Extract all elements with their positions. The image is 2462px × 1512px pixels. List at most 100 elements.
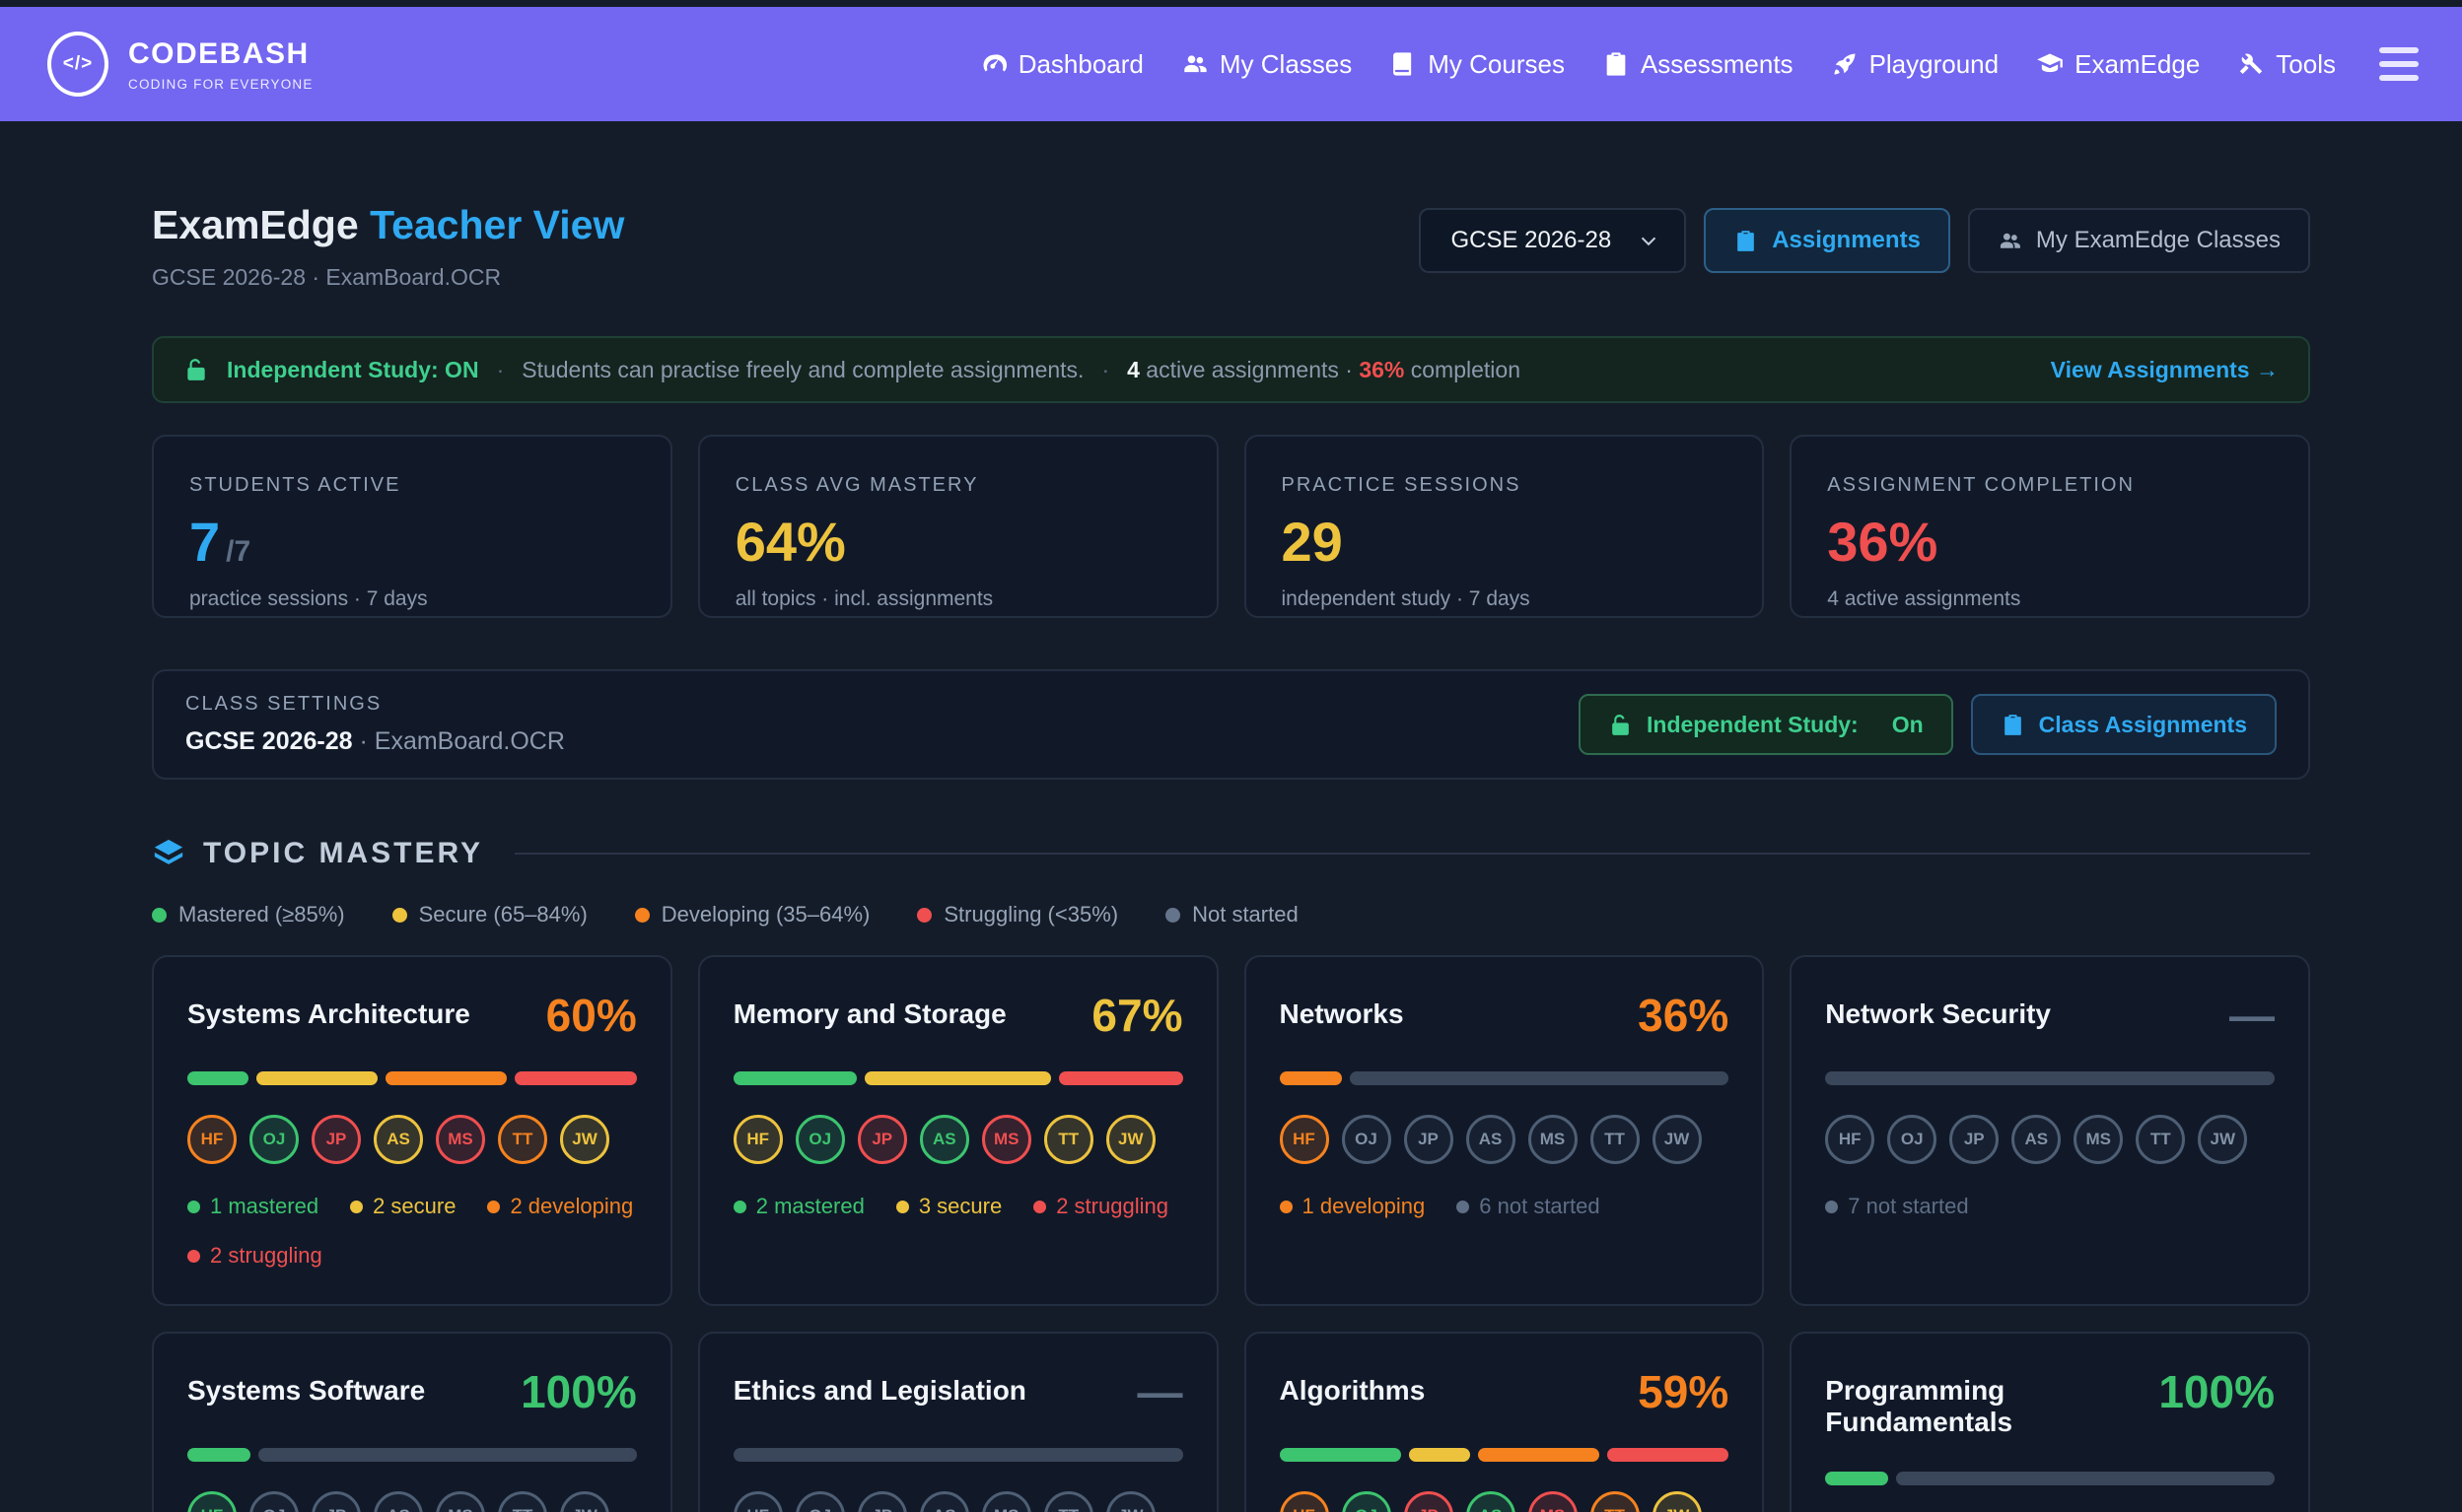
legend-dot xyxy=(1165,908,1180,923)
bar-segment-track xyxy=(1350,1071,1728,1085)
student-avatar-as[interactable]: AS xyxy=(374,1491,423,1512)
legend-dot xyxy=(917,908,932,923)
independent-study-toggle-button[interactable]: Independent Study: On xyxy=(1579,694,1953,755)
student-avatar-tt[interactable]: TT xyxy=(498,1115,547,1164)
student-avatar-tt[interactable]: TT xyxy=(2136,1115,2185,1164)
brand-logo[interactable]: </> CODEBASH CODING FOR EVERYONE xyxy=(47,32,314,97)
page-header: ExamEdge Teacher View GCSE 2026-28 · Exa… xyxy=(152,202,2310,291)
topic-stat-text: 2 developing xyxy=(510,1194,633,1219)
my-examedge-classes-button[interactable]: My ExamEdge Classes xyxy=(1968,208,2310,273)
code-logo-icon: </> xyxy=(47,32,108,97)
student-avatar-ms[interactable]: MS xyxy=(1528,1115,1578,1164)
student-avatar-oj[interactable]: OJ xyxy=(249,1491,299,1512)
topic-card-networks[interactable]: Networks 36% HFOJJPASMSTTJW 1 developing… xyxy=(1244,955,1765,1306)
student-avatar-ms[interactable]: MS xyxy=(982,1115,1031,1164)
student-avatar-as[interactable]: AS xyxy=(1466,1491,1515,1512)
student-avatar-oj[interactable]: OJ xyxy=(796,1115,845,1164)
student-avatar-jw[interactable]: JW xyxy=(560,1115,609,1164)
mastery-progress-bar xyxy=(1825,1472,2275,1485)
bar-segment-struggling xyxy=(1607,1448,1728,1462)
view-assignments-link[interactable]: View Assignments → xyxy=(2051,357,2279,383)
student-avatars: HFOJ JP AS MS TT JW xyxy=(187,1115,637,1164)
student-avatars: HF OJ JP AS MS TT JW xyxy=(187,1491,637,1512)
student-avatar-jw[interactable]: JW xyxy=(2198,1115,2247,1164)
topic-card-network-security[interactable]: Network Security — HFOJJPASMSTTJW 7 not … xyxy=(1790,955,2310,1306)
topic-name: Systems Software xyxy=(187,1369,425,1407)
student-avatar-oj[interactable]: OJ xyxy=(1887,1115,1936,1164)
student-avatar-tt[interactable]: TT xyxy=(1044,1115,1093,1164)
topic-card-systems-software[interactable]: Systems Software 100% HFOJJPASMSTTJW 1 m… xyxy=(152,1332,672,1512)
nav-item-playground[interactable]: Playground xyxy=(1831,49,2000,80)
bar-segment-mastered xyxy=(187,1448,250,1462)
student-avatar-ms[interactable]: MS xyxy=(436,1115,485,1164)
student-avatar-oj[interactable]: OJ xyxy=(1342,1491,1391,1512)
student-avatar-ms[interactable]: MS xyxy=(982,1491,1031,1512)
student-avatar-jw[interactable]: JW xyxy=(1106,1491,1156,1512)
student-avatar-as[interactable]: AS xyxy=(1466,1115,1515,1164)
hamburger-menu-icon[interactable] xyxy=(2379,47,2419,81)
nav-item-my-classes[interactable]: My Classes xyxy=(1181,49,1352,80)
student-avatar-jw[interactable]: JW xyxy=(1106,1115,1156,1164)
student-avatar-hf[interactable]: HF xyxy=(734,1115,783,1164)
topic-percentage: 100% xyxy=(521,1369,637,1414)
student-avatar-jp[interactable]: JP xyxy=(858,1115,907,1164)
status-dot xyxy=(187,1250,200,1263)
topic-name: Networks xyxy=(1280,993,1404,1030)
assignments-button[interactable]: Assignments xyxy=(1704,208,1950,273)
student-avatar-tt[interactable]: TT xyxy=(1590,1491,1640,1512)
student-avatar-hf[interactable]: HF xyxy=(1280,1115,1329,1164)
topic-card-systems-architecture[interactable]: Systems Architecture 60% HFOJJPASMSTTJW … xyxy=(152,955,672,1306)
mastery-progress-bar xyxy=(1280,1448,1729,1462)
topic-card-programming-fundamentals[interactable]: Programming Fundamentals 100% HFOJJPASMS… xyxy=(1790,1332,2310,1512)
student-avatar-jp[interactable]: JP xyxy=(1949,1115,1999,1164)
nav-item-examedge[interactable]: ExamEdge xyxy=(2036,49,2200,80)
class-assignments-button[interactable]: Class Assignments xyxy=(1971,694,2277,755)
topic-card-algorithms[interactable]: Algorithms 59% HFOJJPASMSTTJW 2 mastered… xyxy=(1244,1332,1765,1512)
banner-description: Students can practise freely and complet… xyxy=(522,357,1084,383)
student-avatar-oj[interactable]: OJ xyxy=(249,1115,299,1164)
student-avatar-hf[interactable]: HF xyxy=(1280,1491,1329,1512)
nav-item-assessments[interactable]: Assessments xyxy=(1602,49,1794,80)
student-avatar-jw[interactable]: JW xyxy=(560,1491,609,1512)
nav-item-my-courses[interactable]: My Courses xyxy=(1389,49,1565,80)
topic-stat-text: 2 mastered xyxy=(756,1194,865,1219)
tools-icon xyxy=(2237,50,2265,78)
student-avatar-as[interactable]: AS xyxy=(2011,1115,2061,1164)
student-avatar-jp[interactable]: JP xyxy=(312,1491,361,1512)
status-dot xyxy=(350,1201,363,1213)
student-avatar-jp[interactable]: JP xyxy=(312,1115,361,1164)
student-avatar-jp[interactable]: JP xyxy=(1404,1491,1453,1512)
student-avatar-ms[interactable]: MS xyxy=(1528,1491,1578,1512)
student-avatar-as[interactable]: AS xyxy=(920,1491,969,1512)
topic-card-memory-and-storage[interactable]: Memory and Storage 67% HFOJJPASMSTTJW 2 … xyxy=(698,955,1219,1306)
student-avatar-hf[interactable]: HF xyxy=(1825,1115,1874,1164)
student-avatar-hf[interactable]: HF xyxy=(187,1491,237,1512)
topic-card-ethics-and-legislation[interactable]: Ethics and Legislation — HFOJJPASMSTTJW … xyxy=(698,1332,1219,1512)
book-icon xyxy=(1389,50,1417,78)
student-avatar-tt[interactable]: TT xyxy=(498,1491,547,1512)
nav-item-tools[interactable]: Tools xyxy=(2237,49,2336,80)
stat-subtext: independent study · 7 days xyxy=(1282,587,1727,611)
student-avatar-oj[interactable]: OJ xyxy=(1342,1115,1391,1164)
student-avatar-tt[interactable]: TT xyxy=(1590,1115,1640,1164)
student-avatar-hf[interactable]: HF xyxy=(734,1491,783,1512)
student-avatar-jp[interactable]: JP xyxy=(858,1491,907,1512)
student-avatar-oj[interactable]: OJ xyxy=(796,1491,845,1512)
stat-card: CLASS AVG MASTERY 64% all topics · incl.… xyxy=(698,435,1219,618)
legend-label: Mastered (≥85%) xyxy=(178,902,345,928)
student-avatar-jw[interactable]: JW xyxy=(1653,1115,1702,1164)
student-avatar-ms[interactable]: MS xyxy=(436,1491,485,1512)
nav-item-dashboard[interactable]: Dashboard xyxy=(980,49,1144,80)
lock-open-icon xyxy=(183,357,209,382)
student-avatar-tt[interactable]: TT xyxy=(1044,1491,1093,1512)
student-avatar-jw[interactable]: JW xyxy=(1653,1491,1702,1512)
student-avatar-hf[interactable]: HF xyxy=(187,1115,237,1164)
student-avatar-ms[interactable]: MS xyxy=(2074,1115,2123,1164)
student-avatar-jp[interactable]: JP xyxy=(1404,1115,1453,1164)
bar-segment-track xyxy=(1896,1472,2275,1485)
student-avatar-as[interactable]: AS xyxy=(920,1115,969,1164)
status-dot xyxy=(734,1201,746,1213)
student-avatar-as[interactable]: AS xyxy=(374,1115,423,1164)
class-select[interactable]: GCSE 2026-28 xyxy=(1419,208,1686,273)
chevron-down-icon xyxy=(1637,229,1660,252)
